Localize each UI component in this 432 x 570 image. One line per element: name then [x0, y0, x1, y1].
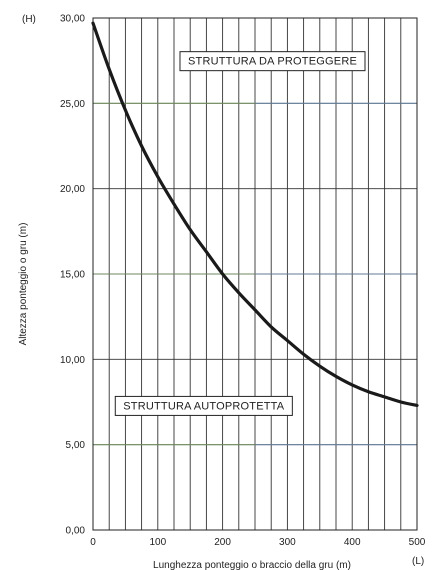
y-tick-label: 10,00 [60, 355, 85, 366]
x-axis-symbol: (L) [412, 556, 424, 567]
y-tick-label: 25,00 [60, 99, 85, 110]
series-curve [91, 21, 419, 408]
y-tick-label: 30,00 [60, 14, 85, 25]
y-tick-label: 15,00 [60, 270, 85, 281]
plot-frame [92, 17, 418, 531]
x-tick-label: 500 [409, 537, 426, 548]
y-tick-labels: 0,00 5,00 10,00 15,00 20,00 25,00 30,00 [60, 14, 85, 537]
y-axis-symbol: (H) [22, 14, 36, 25]
x-tick-label: 100 [149, 537, 166, 548]
annotations: STRUTTURA DA PROTEGGERE STRUTTURA AUTOPRO… [114, 51, 366, 416]
y-tick-label: 20,00 [60, 184, 85, 195]
x-tick-labels: 0 100 200 300 400 500 [90, 537, 426, 548]
annotation-text: STRUTTURA AUTOPROTETTA [123, 400, 285, 412]
x-tick-label: 0 [90, 537, 96, 548]
y-axis-title: Altezza ponteggio o gru (m) [18, 223, 29, 346]
x-axis-title: Lunghezza ponteggio o braccio della gru … [153, 560, 351, 570]
x-tick-label: 200 [214, 537, 231, 548]
annotation-box: STRUTTURA AUTOPROTETTA [114, 395, 293, 416]
annotation-text: STRUTTURA DA PROTEGGERE [188, 56, 357, 68]
x-tick-label: 400 [344, 537, 361, 548]
x-tick-label: 300 [279, 537, 296, 548]
grid-major-lines [93, 102, 417, 446]
annotation-frame [114, 395, 293, 416]
y-tick-label: 5,00 [66, 440, 86, 451]
y-tick-label: 0,00 [66, 526, 86, 537]
annotation-box: STRUTTURA DA PROTEGGERE [179, 51, 366, 72]
annotation-frame [179, 51, 366, 72]
